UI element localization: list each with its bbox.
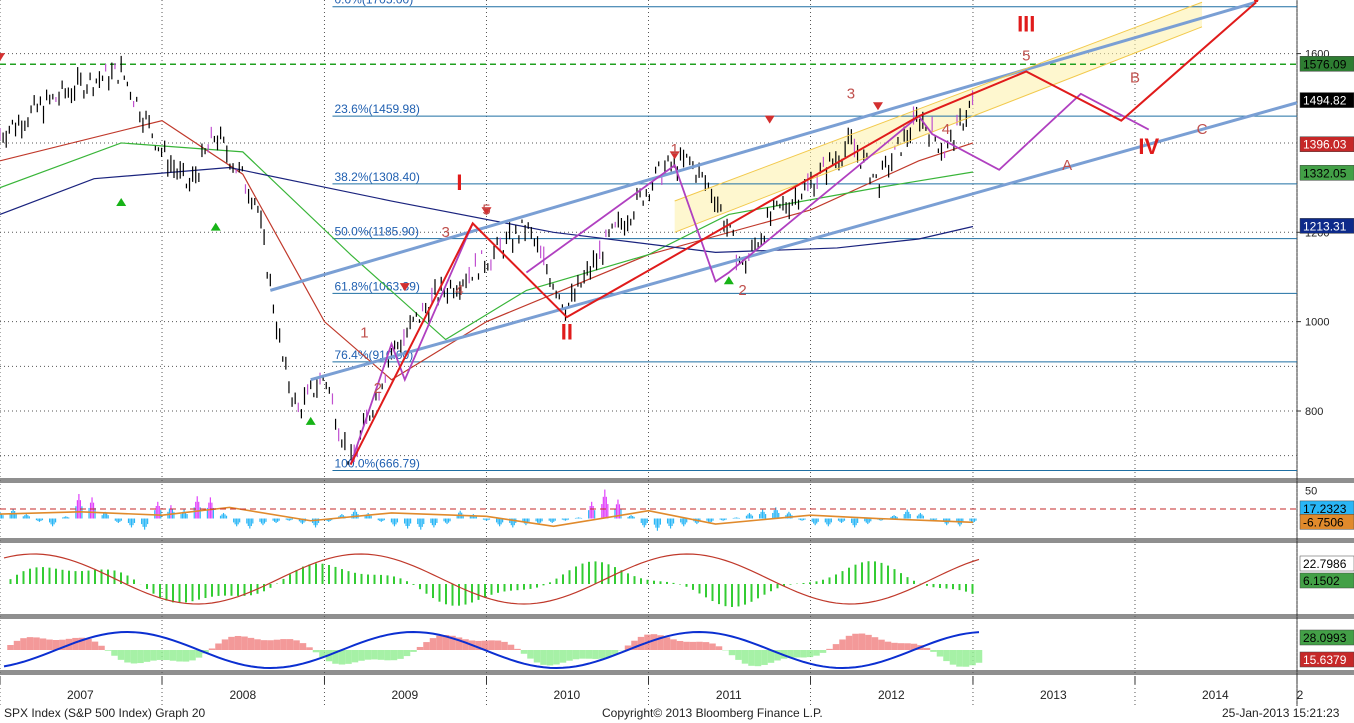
wave-channel-fill xyxy=(674,2,1203,233)
panel3-tag-box xyxy=(1299,629,1354,646)
price-tag: 1213.31 xyxy=(1303,219,1347,233)
price-tag: 1494.82 xyxy=(1303,94,1347,108)
price-tag: 1332.05 xyxy=(1303,166,1347,180)
minor-wave-label: 4 xyxy=(942,121,950,138)
buy-marker xyxy=(723,276,734,285)
sell-marker xyxy=(764,115,775,124)
panel-separator xyxy=(0,478,1354,483)
panel-separator xyxy=(0,538,1354,543)
sell-marker xyxy=(481,207,492,216)
panel1-tick-label: 50 xyxy=(1305,486,1317,498)
major-wave-label: II xyxy=(561,320,573,345)
minor-wave-label: 4 xyxy=(455,282,463,299)
buy-marker xyxy=(116,198,127,207)
panel2-tag-box xyxy=(1299,555,1354,572)
fib-level-label: 38.2%(1308.40) xyxy=(334,170,419,184)
x-tick-label: 2012 xyxy=(878,688,905,702)
minor-wave-path xyxy=(349,223,474,465)
oscillator-signal-line xyxy=(0,506,974,528)
x-tick-label: 2010 xyxy=(553,688,580,702)
sell-marker xyxy=(399,283,410,292)
minor-wave-label: 2 xyxy=(738,282,746,299)
panel1-tag: 17.2323 xyxy=(1303,502,1347,516)
minor-wave-path xyxy=(525,115,920,283)
minor-wave-label: 3 xyxy=(847,85,855,102)
y-tick-label: 1000 xyxy=(1305,317,1329,329)
wave-channel-line xyxy=(674,1,1203,202)
sell-marker xyxy=(0,53,5,62)
fib-level-label: 50.0%(1185.90) xyxy=(334,225,419,239)
x-tick-label: 2014 xyxy=(1202,688,1229,702)
moving-average-line xyxy=(0,166,974,254)
price-tag: 1576.09 xyxy=(1303,57,1347,71)
panel2-tag: 6.1502 xyxy=(1303,574,1340,588)
minor-wave-label: 1 xyxy=(360,324,368,341)
minor-wave-path xyxy=(918,92,1150,171)
panel1-tag: -6.7506 xyxy=(1303,515,1344,529)
panel3-tag: 15.6379 xyxy=(1303,653,1347,667)
trend-channel-line xyxy=(269,0,1257,292)
panel2-tag-box xyxy=(1299,572,1354,589)
x-tick-label: 2009 xyxy=(391,688,418,702)
minor-wave-label: 5 xyxy=(1022,47,1030,64)
price-tag-box xyxy=(1299,56,1354,72)
momentum-line xyxy=(3,553,980,605)
fib-level-label: 0.0%(1705.00) xyxy=(334,0,413,7)
y-tick-label: 800 xyxy=(1305,406,1323,418)
minor-wave-label: 1 xyxy=(671,141,679,158)
price-tag-box xyxy=(1299,218,1354,234)
fib-level-label: 61.8%(1063.39) xyxy=(334,279,419,293)
major-wave-label: III xyxy=(1017,11,1035,36)
buy-marker xyxy=(305,416,316,425)
minor-wave-label: 3 xyxy=(441,224,449,241)
footer-timestamp: 25-Jan-2013 15:21:23 xyxy=(1222,706,1340,720)
buy-marker xyxy=(210,222,221,231)
trend-channel-line xyxy=(310,101,1298,382)
price-tag-box xyxy=(1299,92,1354,108)
panel3-tag: 28.0993 xyxy=(1303,631,1347,645)
panel3-tag-box xyxy=(1299,651,1354,668)
panel2-tag: 22.7986 xyxy=(1303,557,1347,571)
wave-channel-line xyxy=(674,26,1203,233)
minor-wave-label: 5 xyxy=(482,201,490,218)
moving-average-line xyxy=(0,142,974,341)
panel-separator xyxy=(0,670,1354,675)
sell-marker xyxy=(669,151,680,160)
price-tag-box xyxy=(1299,136,1354,152)
minor-wave-label: B xyxy=(1130,70,1140,87)
x-tick-label: 2013 xyxy=(1040,688,1067,702)
price-tag-box xyxy=(1299,165,1354,181)
major-wave-path xyxy=(349,1,1257,466)
price-bars xyxy=(0,55,974,465)
panel1-tag-box xyxy=(1299,514,1354,530)
major-wave-label: I xyxy=(456,170,462,195)
major-wave-label: IV xyxy=(1138,134,1159,159)
footer-copyright: Copyright© 2013 Bloomberg Finance L.P. xyxy=(602,706,823,720)
price-tag: 1396.03 xyxy=(1303,138,1347,152)
fib-level-label: 23.6%(1459.98) xyxy=(334,102,419,116)
major-wave-label: V xyxy=(1249,0,1264,7)
fib-level-label: 100.0%(666.79) xyxy=(334,456,419,470)
x-tick-label: 2011 xyxy=(716,688,742,702)
footer-security-label: SPX Index (S&P 500 Index) Graph 20 xyxy=(4,706,206,720)
x-tick-label: 2007 xyxy=(67,688,94,702)
x-tick-label: 2008 xyxy=(229,688,256,702)
minor-wave-label: C xyxy=(1197,121,1208,138)
minor-wave-label: A xyxy=(1062,157,1072,174)
x-tick-label: 2 xyxy=(1297,688,1304,702)
sell-marker xyxy=(872,102,883,111)
minor-wave-label: 2 xyxy=(374,380,382,397)
dmi-line xyxy=(3,630,980,670)
panel-separator xyxy=(0,614,1354,619)
